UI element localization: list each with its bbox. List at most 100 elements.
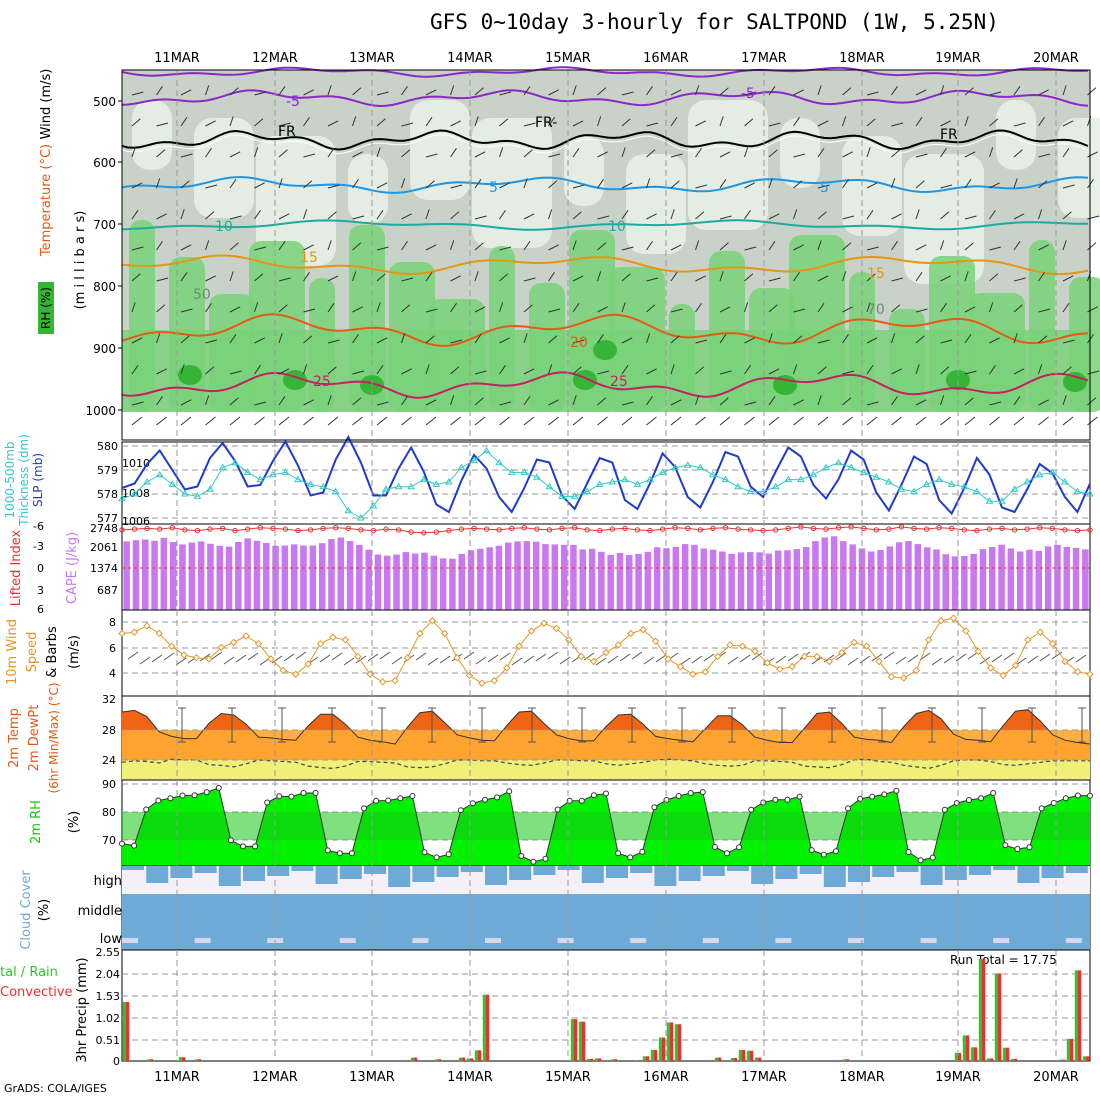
cape-bar xyxy=(225,546,233,610)
wind-barb xyxy=(1062,240,1067,251)
precip-bar-total xyxy=(978,958,982,1061)
wind-barb xyxy=(523,178,528,189)
rh2m-point xyxy=(324,847,331,854)
wind-ytick: 8 xyxy=(109,616,116,629)
precip-bar-conv xyxy=(958,1052,962,1061)
precip-bar-total xyxy=(610,1059,614,1061)
wind10m-point xyxy=(1073,668,1082,676)
wind-barb xyxy=(131,273,141,282)
surface-wind-barb xyxy=(597,416,608,426)
wind10m-point xyxy=(465,671,474,680)
wind-barb xyxy=(180,308,193,313)
wind10m-point xyxy=(999,671,1007,680)
precip-ytick: 1.53 xyxy=(96,990,121,1003)
upper-mb-label: (m i l l i b a r s) xyxy=(73,211,88,310)
wind-barb xyxy=(670,308,683,313)
wind-barb xyxy=(744,147,749,158)
wind-barb xyxy=(205,184,218,189)
cape-bar xyxy=(290,544,298,610)
wind10m-barb xyxy=(367,653,379,662)
wind10m-barb xyxy=(511,657,523,666)
wind-barb xyxy=(229,370,242,375)
rh2m-point xyxy=(627,854,634,861)
wind-barb xyxy=(719,242,729,251)
precip-bar-total xyxy=(986,1058,990,1061)
cloud-low-gap xyxy=(920,938,937,943)
wind10m-point xyxy=(751,647,759,656)
precip-bar-total xyxy=(642,1056,646,1061)
cape-bar xyxy=(849,544,856,610)
precip-bar-conv xyxy=(718,1057,722,1061)
wind-barb xyxy=(695,184,708,189)
wind10m-barb xyxy=(127,651,139,660)
rh2m-point xyxy=(736,844,743,851)
wind-barb xyxy=(695,120,706,127)
wind10m-barb xyxy=(319,654,331,663)
cloud-high-bar xyxy=(896,866,919,872)
wind10m-point xyxy=(987,664,995,672)
thickness-point xyxy=(620,475,629,483)
wind-barb xyxy=(597,179,604,189)
li-point xyxy=(672,525,678,531)
wind-barb xyxy=(1062,211,1072,220)
li-point xyxy=(257,525,263,531)
rh2m-point xyxy=(482,796,488,803)
wind-barb xyxy=(254,302,259,313)
wind-barb xyxy=(1013,178,1018,189)
wind10m-point xyxy=(589,657,598,666)
wind-barb xyxy=(915,89,927,96)
wind-barb xyxy=(303,335,313,344)
wind-barb xyxy=(327,395,332,406)
wind-barb xyxy=(278,149,288,158)
wind-barb xyxy=(180,117,188,127)
contour-label-p10a: 10 xyxy=(215,219,233,235)
wind-barb xyxy=(768,178,773,189)
rh2m-point xyxy=(675,793,682,799)
cloud-high-bar xyxy=(146,866,169,883)
cloud-low-gap xyxy=(702,938,719,943)
wind-barb xyxy=(450,184,463,189)
precip-bar-conv xyxy=(1086,1056,1090,1061)
rh2m-point xyxy=(469,800,476,807)
cape-label: CAPE (J/kg) xyxy=(65,532,80,604)
cape-bar xyxy=(756,552,763,610)
wind10m-barb xyxy=(787,653,799,662)
thickness-point xyxy=(708,470,717,478)
cloud-high-bar xyxy=(170,866,193,878)
wind-barb xyxy=(401,396,408,406)
precip-bar-total xyxy=(970,1047,974,1061)
cape-bar xyxy=(179,544,186,610)
contour-label-p15a: 15 xyxy=(300,250,318,266)
wind10m-point xyxy=(875,657,883,666)
precip-bar-total xyxy=(754,1057,758,1061)
wind-barb xyxy=(278,368,290,375)
wind10m-barb xyxy=(871,653,883,662)
wind-barb xyxy=(597,271,602,282)
wind-barb xyxy=(376,246,389,251)
thickness-point xyxy=(834,458,843,466)
cape-bar xyxy=(579,549,586,610)
cloud-high-bar xyxy=(194,866,217,873)
wind-barb xyxy=(670,209,675,220)
surface-wind-barb xyxy=(842,416,853,426)
precip-bar-total xyxy=(746,1050,750,1061)
wind-barb xyxy=(205,275,216,282)
wind-barb xyxy=(278,241,286,251)
cape-bar xyxy=(374,554,382,610)
wind-barb xyxy=(964,397,974,406)
wind10m-barb xyxy=(379,651,391,660)
li-point xyxy=(999,525,1005,532)
precip-bar-total xyxy=(474,1050,478,1061)
li-point xyxy=(119,527,125,533)
li-point xyxy=(659,526,666,532)
cape-bar xyxy=(1082,549,1089,610)
wind-barb xyxy=(376,182,388,189)
wind-barb xyxy=(1013,304,1023,313)
wind-barb xyxy=(352,397,362,406)
cloud-high-bar xyxy=(799,866,822,874)
wind-barb xyxy=(229,334,237,344)
wind-barb xyxy=(621,118,631,127)
wind10m-point xyxy=(838,648,846,657)
li-point xyxy=(345,525,351,532)
contour-label-m5a: -5 xyxy=(286,94,300,110)
